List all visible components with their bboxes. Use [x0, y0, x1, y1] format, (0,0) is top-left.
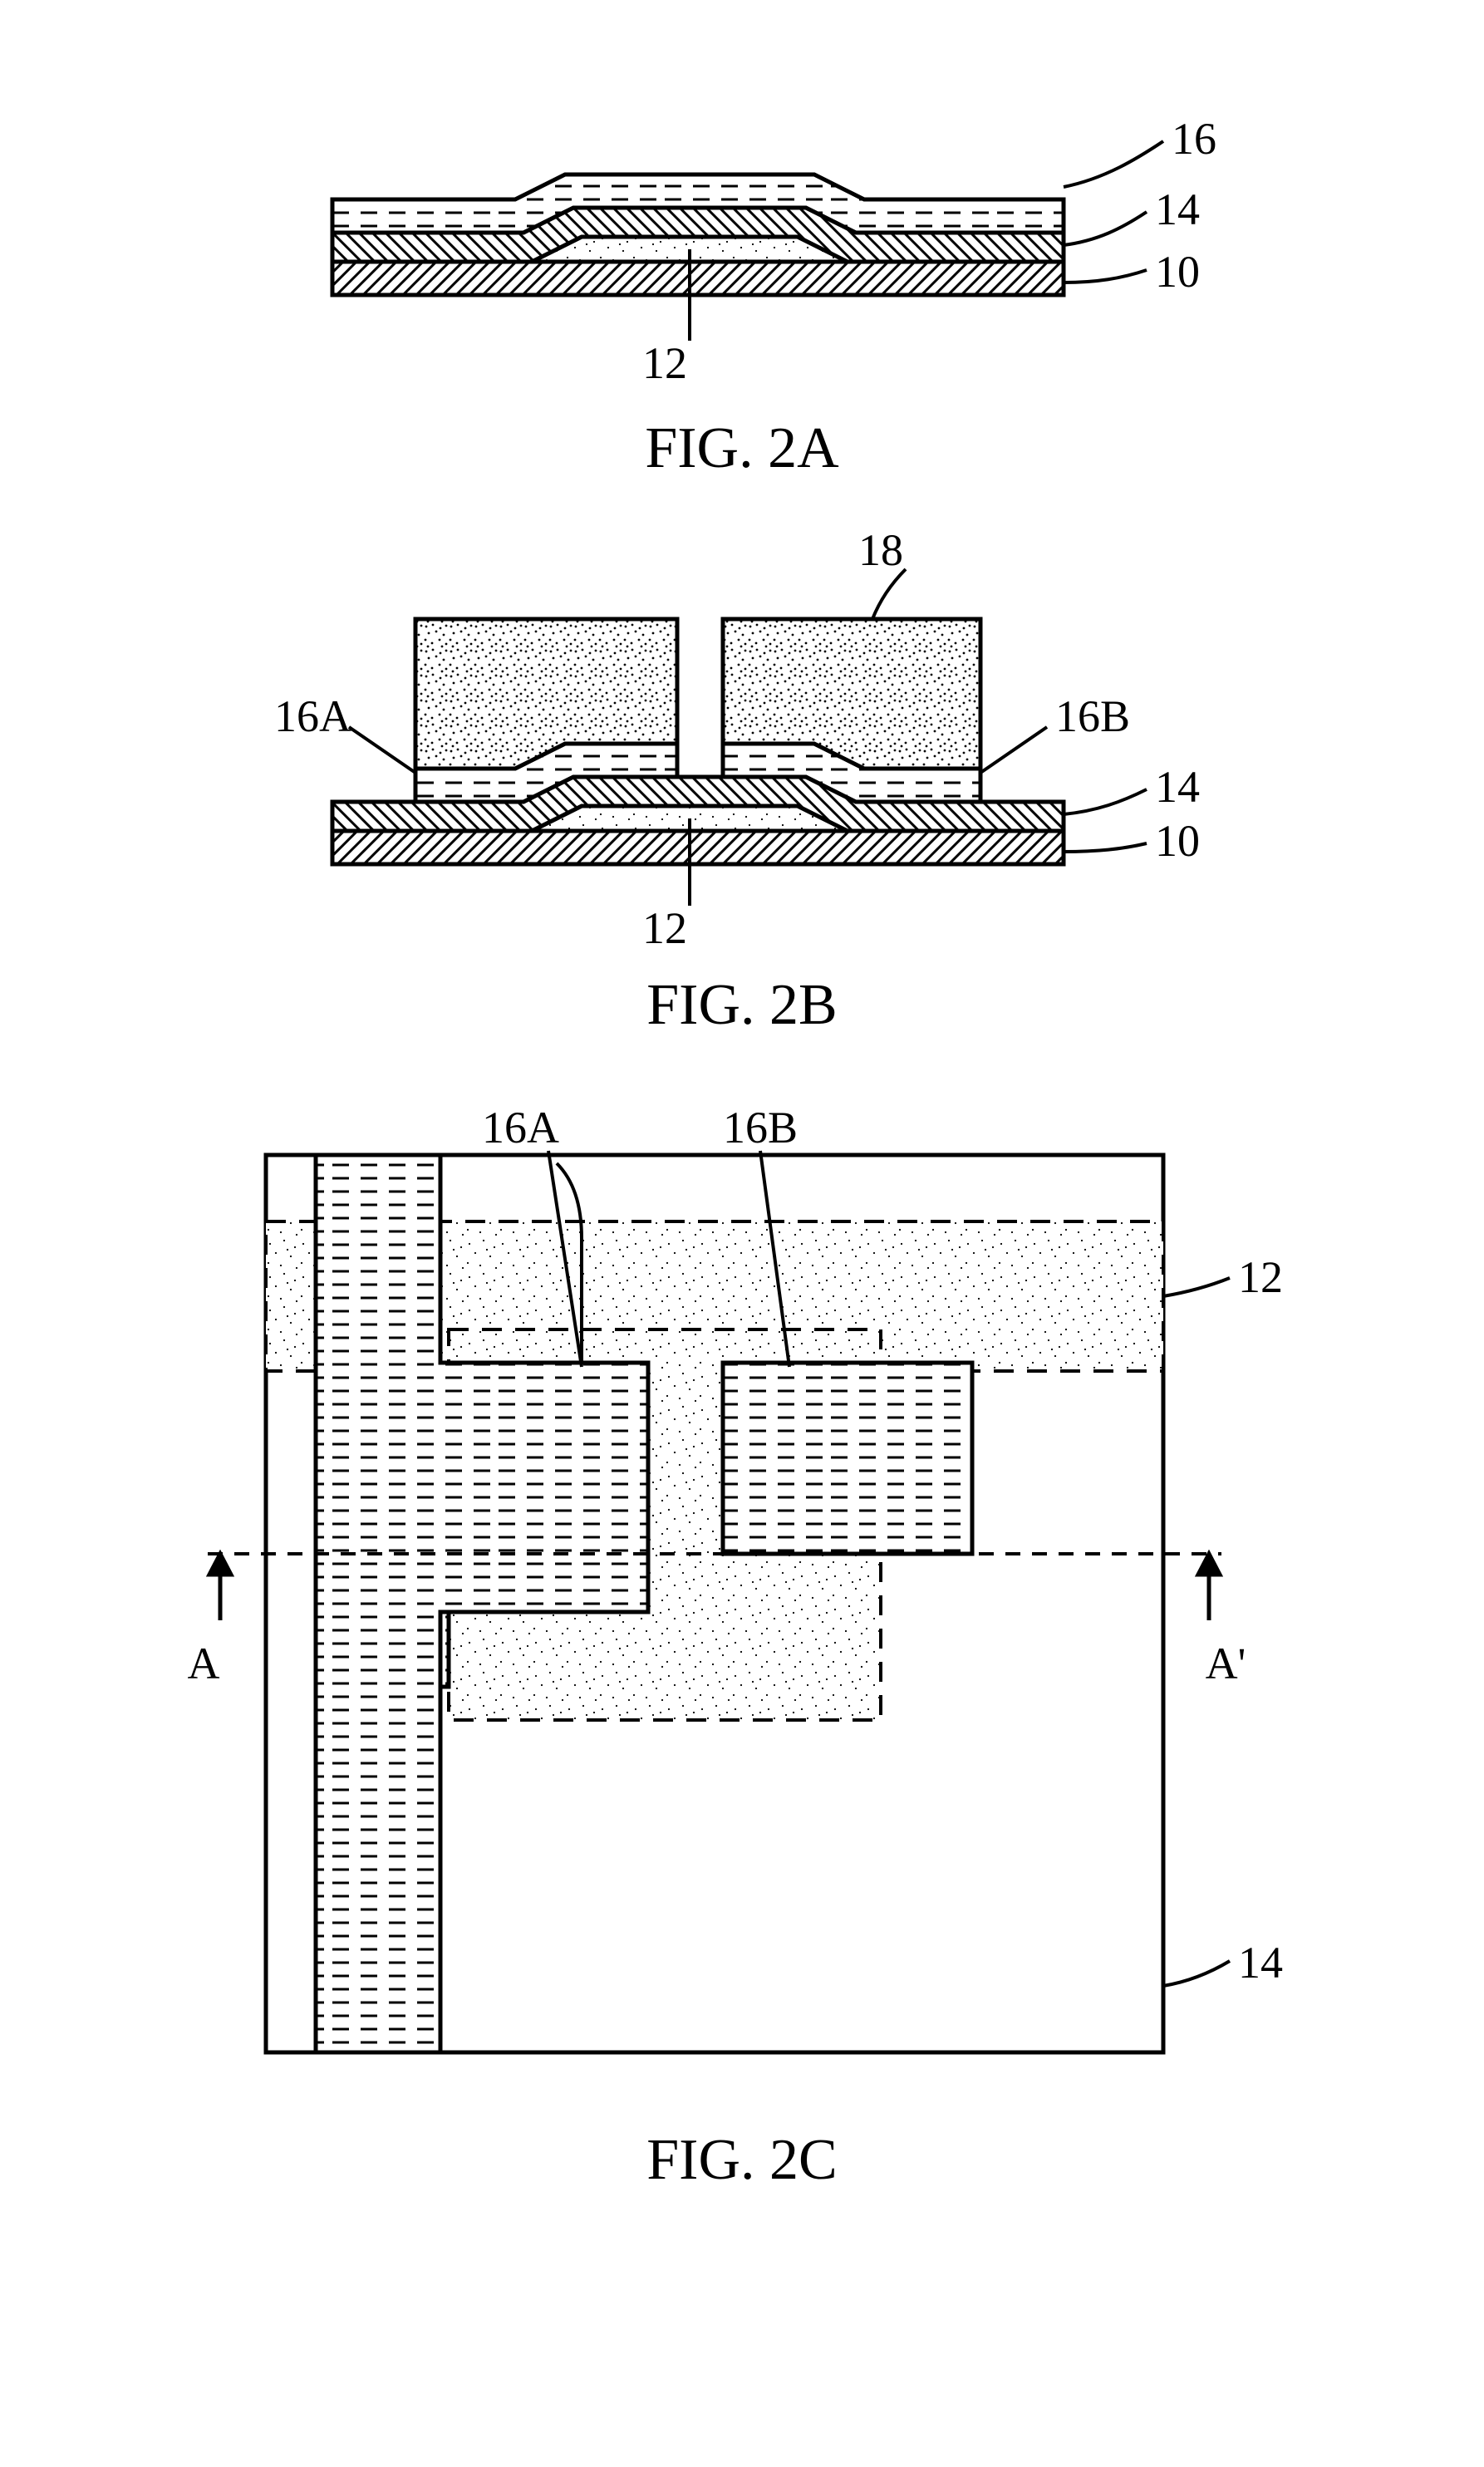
fig-2c: 16A 16B 12 14 A A' — [0, 1105, 1484, 2285]
label-14-c: 14 — [1238, 1938, 1283, 1988]
caption-2a: FIG. 2A — [0, 415, 1484, 482]
fig-2b: 18 16A 16B 14 10 12 — [0, 523, 1484, 956]
label-18: 18 — [858, 525, 903, 575]
caption-2b: FIG. 2B — [0, 972, 1484, 1039]
arrow-Aprime — [1198, 1554, 1220, 1620]
label-12-c: 12 — [1238, 1252, 1283, 1302]
fig-2a: 16 14 10 12 — [0, 33, 1484, 382]
label-16b: 16B — [1055, 691, 1130, 741]
label-Aprime: A' — [1206, 1639, 1246, 1688]
label-16b-c: 16B — [723, 1105, 798, 1152]
caption-2c: FIG. 2C — [0, 2127, 1484, 2194]
arrow-A — [209, 1554, 231, 1620]
label-A: A — [188, 1639, 220, 1688]
pad-16b-c — [723, 1363, 972, 1554]
label-16: 16 — [1172, 114, 1216, 164]
layer-10 — [332, 262, 1064, 295]
label-12-b: 12 — [642, 903, 687, 953]
label-14-b: 14 — [1155, 762, 1200, 812]
label-12: 12 — [642, 338, 687, 382]
label-10: 10 — [1155, 247, 1200, 297]
label-16a-c: 16A — [482, 1105, 559, 1152]
label-14: 14 — [1155, 184, 1200, 234]
layer-10-b — [332, 831, 1064, 864]
label-16a: 16A — [274, 691, 351, 741]
label-10-b: 10 — [1155, 816, 1200, 866]
